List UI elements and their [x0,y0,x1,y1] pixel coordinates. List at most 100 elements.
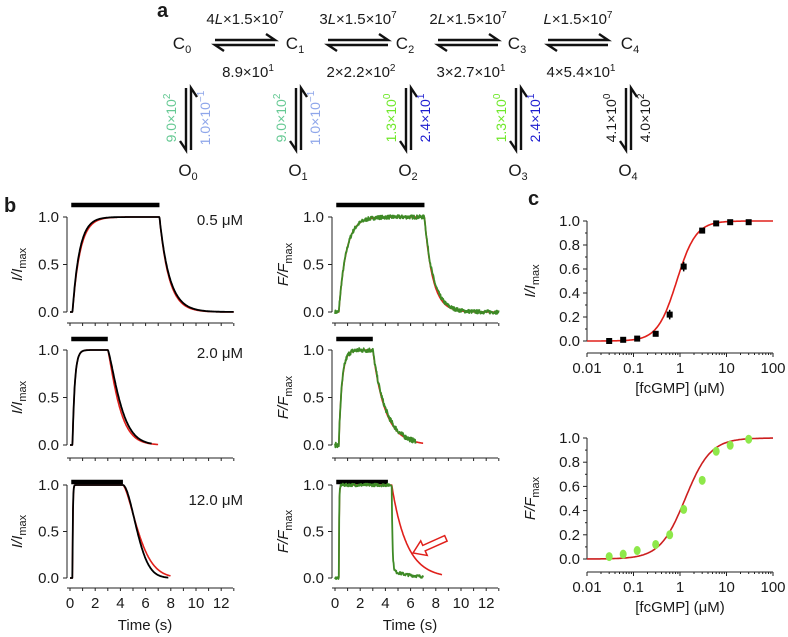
forward-arrow [328,33,392,42]
y-tick-label: 0.5 [38,257,59,274]
opening-rate: 1.3×100 [492,93,509,142]
backward-rate: 3×2.7×101 [437,63,506,81]
fit-trace [334,216,500,313]
data-point [652,330,659,337]
y-tick-label: 0.5 [303,257,324,274]
vertical-equilibrium-arrow-icon [399,84,418,154]
x-tick-label: 1 [676,360,684,377]
y-axis-label: F/Fmax [522,476,542,520]
y-axis-label: F/Fmax [275,509,295,553]
equilibrium-arrow-icon [211,33,279,52]
closing-arrow [299,84,308,150]
data-point [620,336,627,343]
x-tick-label: 0.1 [623,360,644,377]
closed-state-3: C3 [508,34,526,56]
x-axis-label: [fcGMP] (μM) [635,380,724,397]
y-axis-label: I/Imax [522,264,542,298]
panel-c-label: c [528,188,539,210]
opening-arrow [619,88,628,154]
closed-state-2: C2 [396,34,414,56]
x-tick-label: 8 [167,595,175,612]
concentration-label: 12.0 μM [189,492,244,509]
x-tick-label: 100 [760,360,785,377]
forward-rate: 4L×1.5×107 [206,10,284,28]
opening-arrow [509,88,518,154]
x-tick-label: 12 [478,595,495,612]
x-tick-label: 0.01 [572,360,601,377]
data-point [606,338,613,344]
vertical-equilibrium-arrow-icon [289,84,308,154]
closing-arrow [189,84,198,150]
y-tick-label: 1.0 [38,477,59,494]
x-tick-label: 100 [760,579,785,596]
plot-fluorescence-row-2: 0.0 0.5 1.0 0 2 4 6 8 10 12 Time (s) [303,477,500,634]
y-tick-label: 0.0 [38,304,59,321]
vertical-equilibrium-arrow-icon [619,84,638,154]
forward-rate: 3L×1.5×107 [319,10,397,28]
y-tick-label: 0.6 [559,478,580,495]
x-axis-label: Time (s) [383,617,437,634]
closing-rate: 2.4×101 [416,93,433,142]
y-tick-label: 0.0 [559,551,580,568]
y-tick-label: 0.2 [559,527,580,544]
closing-rate: 2.4×101 [526,93,543,142]
closed-state-0: C0 [173,34,191,56]
opening-rate: 9.0×102 [272,93,289,142]
y-tick-label: 0.2 [559,309,580,326]
current-trace [69,216,235,313]
plot-current-row-2: 0.0 0.5 1.0 0 2 4 6 8 10 12 Time (s) 12.0 μM [38,477,243,634]
data-point [634,335,641,342]
data-point [712,446,720,456]
y-tick-label: 1.0 [303,342,324,359]
dose-response-current: 0.0 0.2 0.4 0.6 0.8 1.0 0.01 0.1 1 10 100 [fcGMP] (… [559,213,785,397]
x-tick-label: 12 [213,595,230,612]
open-state-1: O1 [288,161,307,183]
y-tick-label: 0.8 [559,454,580,471]
y-tick-label: 0.8 [559,237,580,254]
x-tick-label: 0.1 [623,579,644,596]
y-axis-label: I/Imax [9,247,29,281]
plot-fluorescence-row-1: 0.0 0.5 1.0 [303,336,500,461]
x-tick-label: 1 [676,579,684,596]
x-axis-label: Time (s) [118,617,172,634]
y-tick-label: 0.6 [559,261,580,278]
y-tick-label: 1.0 [303,209,324,226]
closing-arrow [519,84,528,150]
closing-rate: 4.0×102 [636,93,653,142]
opening-arrow [399,88,408,154]
y-tick-label: 1.0 [303,477,324,494]
vertical-equilibrium-arrow-icon [179,84,198,154]
closed-state-4: C4 [621,34,639,56]
hill-fit-curve [587,220,773,342]
forward-arrow [548,33,612,42]
closing-arrow [629,84,638,150]
y-tick-label: 0.5 [38,390,59,407]
y-axis-label: F/Fmax [275,375,295,419]
panel-a-label: a [157,0,169,22]
current-trace [69,484,169,579]
equilibrium-arrow-icon [434,33,502,52]
concentration-label: 0.5 μM [197,212,243,229]
y-tick-label: 0.0 [38,570,59,587]
opening-rate: 1.3×100 [382,93,399,142]
opening-rate: 9.0×102 [162,93,179,142]
y-tick-label: 0.4 [559,503,580,520]
open-state-0: O0 [178,161,197,183]
opening-arrow [179,88,188,154]
y-tick-label: 0.0 [303,437,324,454]
fluorescence-trace [334,482,424,580]
panel-b-label: b [4,195,16,217]
plot-current-row-1: 0.0 0.5 1.0 2.0 μM [38,336,243,461]
x-tick-label: 4 [116,595,124,612]
y-axis-label: I/Imax [9,380,29,414]
x-tick-label: 10 [453,595,470,612]
y-tick-label: 0.4 [559,285,580,302]
data-point [745,434,753,444]
arrow-shape [411,534,449,557]
backward-arrow [324,43,388,52]
data-point [727,219,734,226]
backward-rate: 8.9×101 [222,63,274,81]
fit-trace [69,349,159,446]
x-tick-label: 0.01 [572,579,601,596]
arrow-annotation-icon [411,534,449,557]
